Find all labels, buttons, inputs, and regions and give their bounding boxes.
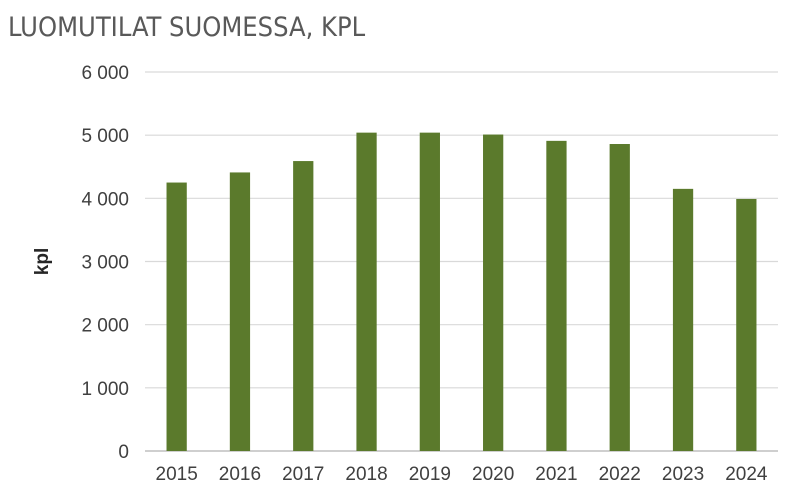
y-tick-label: 4 000 [81,189,129,210]
bar-2015 [166,182,187,451]
x-tick-label: 2018 [345,464,387,485]
bar-2024 [736,198,757,451]
x-tick-label: 2016 [219,464,261,485]
chart-title: LUOMUTILAT SUOMESSA, KPL [8,12,366,43]
bars [166,132,757,451]
y-tick-label: 1 000 [81,379,129,400]
x-tick-label: 2020 [472,464,514,485]
y-tick-label: 3 000 [81,253,129,274]
gridlines [145,71,778,452]
x-tick-label: 2019 [409,464,451,485]
x-tick-label: 2017 [282,464,324,485]
x-tick-label: 2023 [662,464,704,485]
y-axis-title: kpl [32,248,53,275]
bar-2019 [419,132,440,451]
bar-2017 [293,161,314,451]
y-tick-label: 5 000 [81,126,129,147]
x-axis-ticks: 2015 2016 2017 2018 2019 2020 2021 2022 2023 2024 [156,464,768,485]
bar-2023 [672,188,694,451]
bar-2022 [609,144,630,451]
bar-2021 [546,140,567,451]
x-tick-label: 2015 [156,464,198,485]
y-tick-label: 0 [118,442,129,463]
bar-2020 [483,134,504,451]
y-tick-label: 6 000 [81,63,129,84]
x-tick-label: 2022 [599,464,641,485]
bar-2016 [229,172,251,451]
y-axis-ticks: 0 1 000 2 000 3 000 4 000 5 000 6 000 [81,63,129,463]
x-tick-label: 2024 [725,464,768,485]
y-tick-label: 2 000 [81,316,129,337]
bar-2018 [356,132,377,451]
x-tick-label: 2021 [535,464,577,485]
